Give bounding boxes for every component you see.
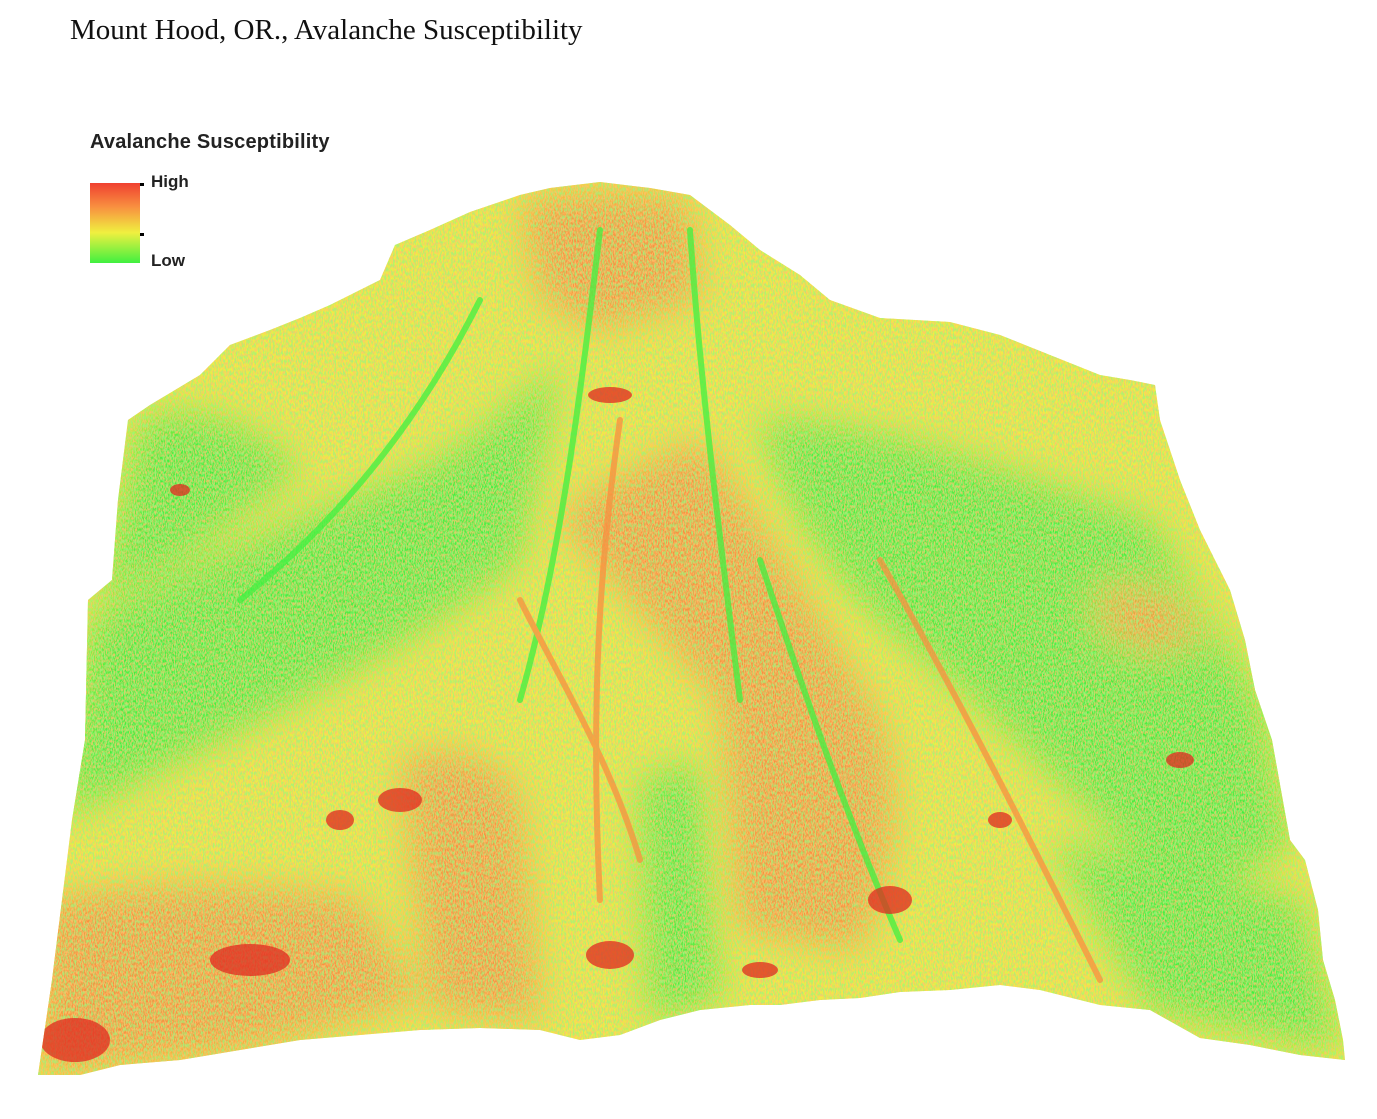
ridge-streak — [517, 227, 603, 703]
hotspot — [378, 788, 422, 812]
hotspot — [40, 1018, 110, 1062]
legend-tick-high — [140, 183, 144, 186]
page-title: Mount Hood, OR., Avalanche Susceptibilit… — [70, 14, 583, 46]
ridge-streak — [687, 227, 743, 703]
hotspot — [742, 962, 778, 978]
high-risk-hotspots — [40, 387, 1194, 1062]
hotspot — [326, 810, 354, 830]
ridge-streak — [757, 557, 903, 943]
legend: Avalanche Susceptibility High Low — [88, 128, 388, 278]
legend-tick-mid — [140, 233, 144, 236]
hotspot — [586, 941, 634, 969]
hotspot — [868, 886, 912, 914]
legend-color-ramp — [90, 183, 140, 263]
ridge-streak — [877, 557, 1103, 983]
terrain-surface — [38, 182, 1345, 1075]
hotspot — [1166, 752, 1194, 768]
texture-low-speckle — [38, 182, 1345, 1075]
ridge-streaks — [237, 227, 1103, 983]
hotspot — [588, 387, 632, 403]
ridge-streak — [517, 597, 643, 863]
legend-label-low: Low — [151, 251, 185, 270]
ridge-streak — [593, 417, 623, 903]
hotspot — [170, 484, 190, 496]
hotspot — [210, 944, 290, 976]
legend-label-high: High — [151, 172, 189, 191]
legend-title: Avalanche Susceptibility — [90, 131, 330, 153]
hotspot — [988, 812, 1012, 828]
ridge-streak — [237, 297, 483, 603]
